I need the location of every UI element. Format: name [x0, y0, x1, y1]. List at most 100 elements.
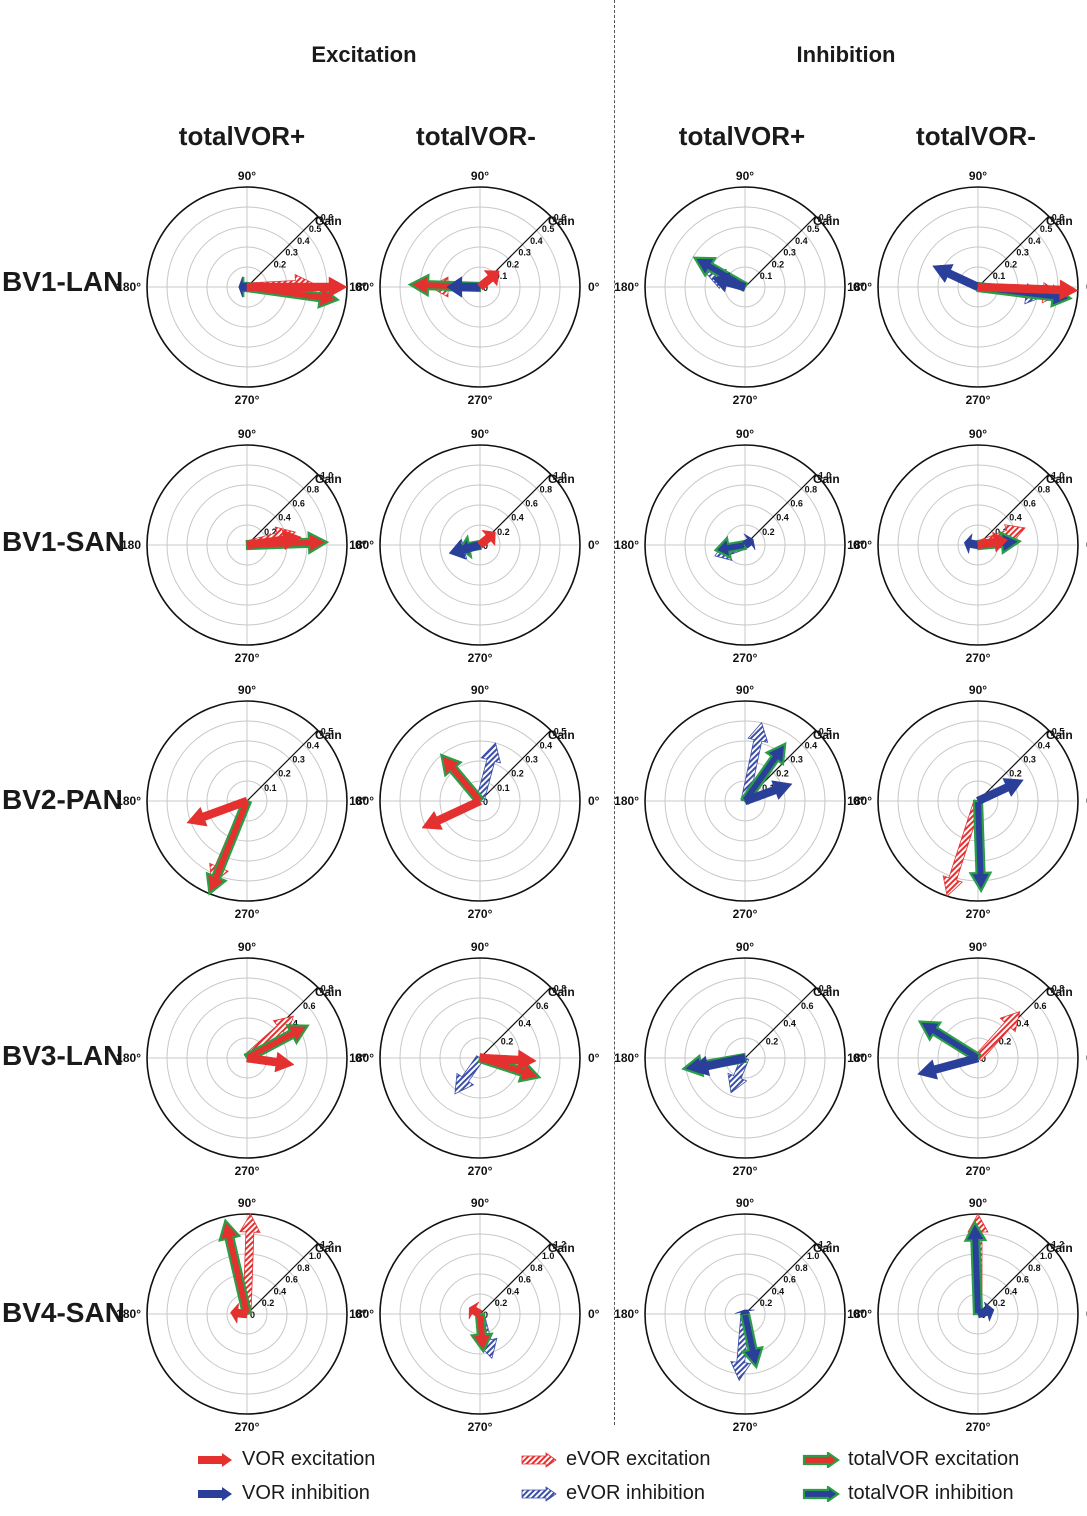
radial-tick-label: 0.8 [530, 1263, 543, 1273]
radial-tick-label: 0 [483, 1310, 488, 1320]
angle-label-90: 90° [238, 1196, 256, 1210]
gain-vector-arrow [446, 276, 481, 298]
angle-label-90: 90° [969, 169, 987, 183]
radial-tick-label: 0.4 [783, 1019, 796, 1029]
gain-vector-arrow [742, 533, 756, 551]
polar-outer-ring [379, 957, 581, 1159]
angle-label-270: 270° [235, 1420, 260, 1434]
row-label: BV3-LAN [2, 1040, 124, 1071]
radial-axis-title: Gain [813, 985, 840, 999]
radial-gain-axis [246, 473, 319, 546]
angle-label-0: 0° [588, 1051, 600, 1065]
angle-label-90: 90° [238, 427, 256, 441]
radial-tick-label: 0.2 [501, 1036, 514, 1046]
radial-tick-label: 0.5 [321, 726, 334, 736]
angle-label-180: 180° [116, 1051, 141, 1065]
gain-vector-arrow [963, 532, 979, 555]
row-label: BV4-SAN [2, 1297, 125, 1328]
angle-label-270: 270° [966, 1164, 991, 1178]
radial-axis-title: Gain [1046, 1241, 1073, 1255]
gain-vector-arrow [230, 1302, 248, 1324]
radial-gain-axis [479, 986, 552, 1059]
angle-label-90: 90° [238, 683, 256, 697]
angle-label-90: 90° [471, 940, 489, 954]
radial-tick-label: 1.2 [321, 1239, 334, 1249]
radial-gain-axis [479, 729, 552, 802]
gain-vector-arrow [238, 276, 248, 298]
radial-axis-title: Gain [813, 1241, 840, 1255]
angle-label-180: 180° [116, 280, 141, 294]
angle-label-90: 90° [238, 940, 256, 954]
angle-label-180: 180° [847, 1307, 872, 1321]
polar-outer-ring [146, 700, 348, 902]
radial-gain-axis [246, 729, 319, 802]
polar-outer-ring [644, 186, 846, 388]
radial-tick-label: 0.4 [274, 1286, 287, 1296]
radial-axis-title: Gain [548, 985, 575, 999]
radial-tick-label: 0.6 [1016, 1275, 1029, 1285]
radial-tick-label: 0.4 [297, 236, 310, 246]
radial-axis-title: Gain [1046, 728, 1073, 742]
angle-label-180: 180° [847, 1051, 872, 1065]
radial-tick-label: 0.8 [554, 983, 567, 993]
radial-tick-label: 0.6 [536, 1001, 549, 1011]
angle-label-0: 0° [355, 1051, 367, 1065]
gain-vector-arrow [743, 780, 793, 806]
radial-tick-label: 0 [483, 283, 488, 293]
angle-label-270: 270° [235, 651, 260, 665]
gain-vector-arrow [974, 1010, 1021, 1062]
gain-vector-arrow [205, 798, 253, 896]
radial-tick-label: 1.0 [554, 470, 567, 480]
radial-tick-label: 0.4 [776, 513, 789, 523]
angle-label-180: 180° [116, 794, 141, 808]
gain-vector-arrow [246, 276, 348, 298]
legend-swatch [198, 1486, 232, 1501]
angle-label-90: 90° [969, 940, 987, 954]
angle-label-90: 90° [736, 427, 754, 441]
gain-vector-arrow [917, 1053, 980, 1080]
angle-label-90: 90° [736, 940, 754, 954]
radial-tick-label: 0.8 [307, 484, 320, 494]
polar-outer-ring [644, 444, 846, 646]
radial-tick-label: 0.1 [495, 271, 508, 281]
polar-outer-ring [877, 700, 1079, 902]
angle-label-270: 270° [235, 1164, 260, 1178]
radial-tick-label: 0.4 [307, 740, 320, 750]
gain-vector-arrow [479, 1049, 537, 1071]
radial-tick-label: 0.8 [321, 983, 334, 993]
polar-outer-ring [644, 700, 846, 902]
column-title: totalVOR- [416, 121, 536, 151]
legend-item: eVOR inhibition [520, 1482, 705, 1505]
radial-axis-title: Gain [548, 214, 575, 228]
gain-vector-arrow [975, 778, 1024, 805]
radial-tick-label: 0.2 [278, 769, 291, 779]
radial-tick-label: 0.3 [1023, 755, 1036, 765]
angle-label-270: 270° [966, 651, 991, 665]
radial-tick-label: 0.8 [1028, 1263, 1041, 1273]
angle-label-0: 0° [588, 794, 600, 808]
radial-tick-label: 0.4 [540, 740, 553, 750]
radial-tick-label: 1.0 [1040, 1251, 1053, 1261]
gain-vector-arrow [421, 797, 483, 830]
polar-outer-ring [877, 186, 1079, 388]
radial-tick-label: 0.6 [783, 1275, 796, 1285]
section-title-excitation: Excitation [311, 42, 417, 67]
angle-label-270: 270° [733, 1420, 758, 1434]
gain-vector-arrow [689, 1053, 747, 1077]
radial-tick-label: 0.1 [993, 271, 1006, 281]
radial-tick-label: 0.4 [1005, 1286, 1018, 1296]
row-label: BV1-LAN [2, 266, 124, 297]
legend-item: VOR inhibition [196, 1482, 370, 1505]
radial-tick-label: 0.6 [819, 212, 832, 222]
radial-tick-label: 0.2 [760, 1298, 773, 1308]
radial-tick-label: 0.2 [497, 527, 510, 537]
radial-tick-label: 1.2 [819, 1239, 832, 1249]
radial-gain-axis [744, 986, 817, 1059]
radial-tick-label: 0.3 [783, 248, 796, 258]
